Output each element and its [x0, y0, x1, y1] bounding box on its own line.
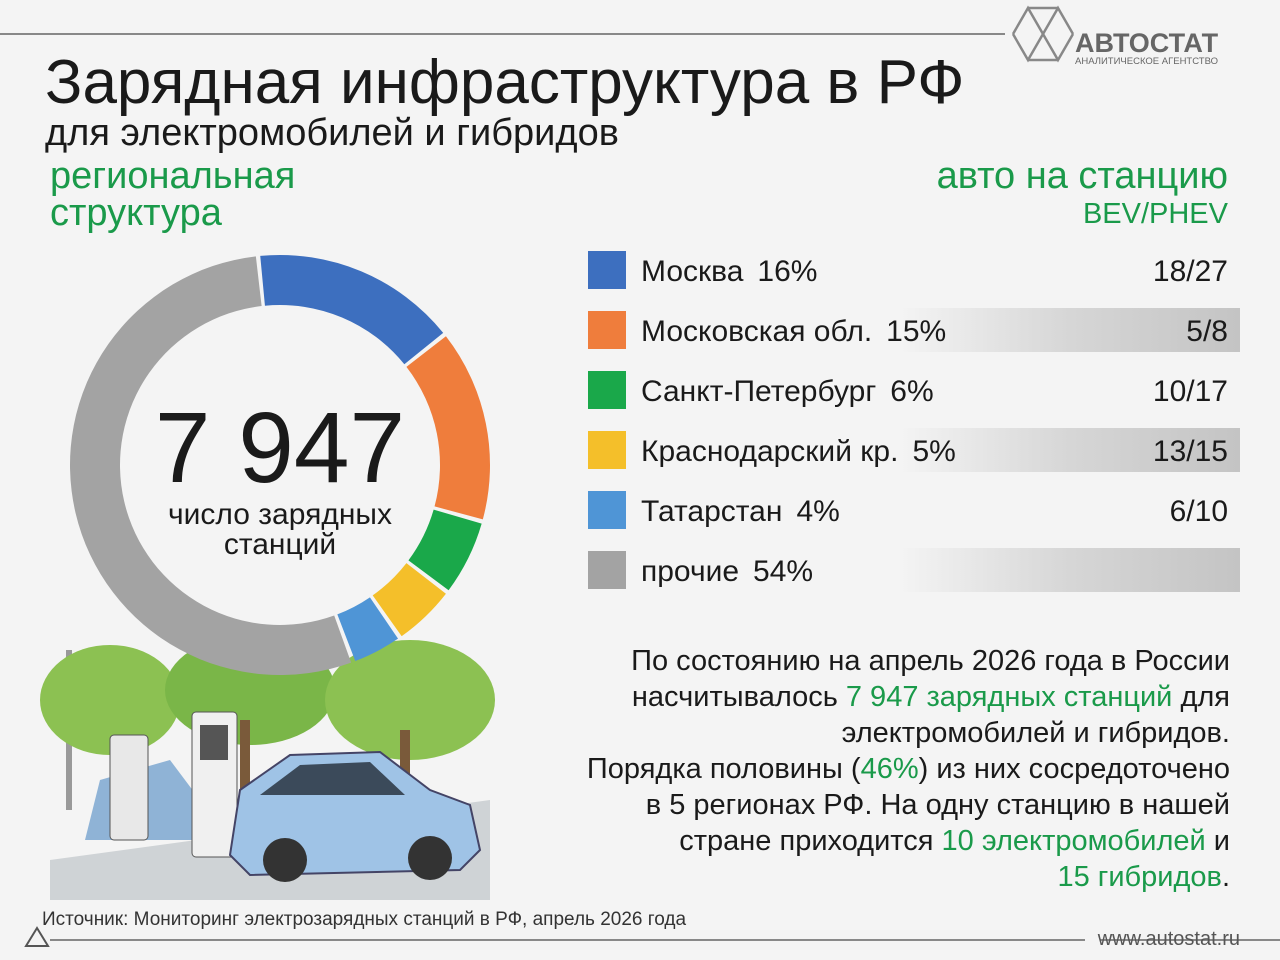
center-caption: число зарядных [168, 498, 392, 531]
legend-value: 54% [753, 555, 813, 588]
legend-value: 4% [796, 495, 839, 528]
summary-run: для [1172, 681, 1230, 713]
logo-tagline: АНАЛИТИЧЕСКОЕ АГЕНТСТВО [1075, 56, 1218, 67]
section-heading: региональная [50, 155, 295, 197]
donut-segment [337, 597, 399, 662]
row-band [900, 548, 1240, 592]
summary-line: По состоянию на апрель 2026 года в Росси… [631, 645, 1230, 677]
legend-value: 6% [890, 375, 933, 408]
donut-segment [372, 563, 446, 637]
legend-value: 5% [912, 435, 955, 468]
summary-line: насчитывалось 7 947 зарядных станций для [632, 681, 1230, 713]
ratio: 18/27 [1153, 255, 1228, 288]
legend-swatch [588, 251, 626, 289]
ratio: 6/10 [1170, 495, 1228, 528]
legend-swatch [588, 431, 626, 469]
ratio-heading: авто на станцию [937, 155, 1228, 197]
logo-name: АВТОСТАТ [1075, 28, 1219, 58]
ratio-unit: BEV/PHEV [1083, 198, 1229, 230]
source: Источник: Мониторинг электрозарядных ста… [42, 909, 687, 930]
illustration [40, 635, 495, 900]
subtitle: для электромобилей и гибридов [45, 112, 619, 154]
legend-entry: Краснодарский кр. 5% [641, 435, 956, 468]
donut-segment [260, 255, 444, 365]
summary-run: 7 947 зарядных станций [846, 681, 1173, 713]
donut-segment [406, 336, 491, 520]
summary-run: ) из них сосредоточено [919, 753, 1230, 785]
legend-entry: Санкт-Петербург 6% [641, 375, 934, 408]
summary-run: 15 гибридов [1057, 861, 1221, 893]
donut-segment [69, 256, 352, 675]
legend-label: Московская обл. [641, 315, 872, 348]
summary-run: в 5 регионах РФ. На одну станцию в нашей [646, 789, 1230, 821]
legend-swatch [588, 311, 626, 349]
legend-label: прочие [641, 555, 739, 588]
summary-run: Порядка половины ( [587, 753, 861, 785]
ratio: 5/8 [1186, 315, 1228, 348]
summary-run: стране приходится [679, 825, 941, 857]
legend-entry: Татарстан 4% [641, 495, 840, 528]
legend-swatch [588, 551, 626, 589]
legend-value: 15% [886, 315, 946, 348]
legend-entry: Москва 16% [641, 255, 817, 288]
legend-label: Санкт-Петербург [641, 375, 876, 408]
row-band [900, 308, 1240, 352]
summary-run: электромобилей и гибридов. [842, 717, 1230, 749]
donut-segment [408, 509, 482, 591]
legend-entry: Московская обл. 15% [641, 315, 946, 348]
ratio: 10/17 [1153, 375, 1228, 408]
section-heading: структура [50, 192, 223, 234]
legend-swatch [588, 491, 626, 529]
legend-label: Татарстан [641, 495, 782, 528]
legend-label: Краснодарский кр. [641, 435, 898, 468]
row-band [900, 428, 1240, 472]
summary-line: 15 гибридов. [1057, 861, 1230, 893]
summary-run: 10 электромобилей [942, 825, 1206, 857]
summary-line: стране приходится 10 электромобилей и [679, 825, 1230, 857]
title: Зарядная инфраструктура в РФ [45, 48, 964, 117]
summary-run: и [1206, 825, 1230, 857]
summary-run: 46% [861, 753, 919, 785]
legend-label: Москва [641, 255, 744, 288]
ratio: 13/15 [1153, 435, 1228, 468]
legend-entry: прочие 54% [641, 555, 813, 588]
summary-line: электромобилей и гибридов. [842, 717, 1230, 749]
center-caption: станций [224, 528, 336, 561]
corner-icon [24, 926, 50, 947]
logo-icon [1011, 5, 1075, 63]
summary-line: Порядка половины (46%) из них сосредоточ… [587, 753, 1230, 785]
summary-line: в 5 регионах РФ. На одну станцию в нашей [646, 789, 1230, 821]
summary-run: . [1222, 861, 1230, 893]
legend-swatch [588, 371, 626, 409]
website: www.autostat.ru [1097, 928, 1240, 950]
center-label: 7 947 [155, 392, 405, 504]
summary-run: насчитывалось [632, 681, 846, 713]
legend-value: 16% [757, 255, 817, 288]
summary-run: По состоянию на апрель 2026 года в Росси… [631, 645, 1230, 677]
